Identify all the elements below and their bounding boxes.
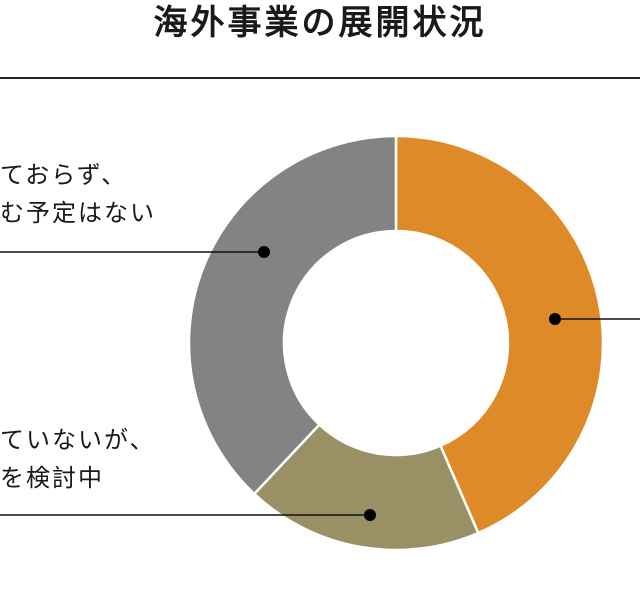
chart-title: 海外事業の展開状況: [153, 3, 487, 43]
leader-considering-dot: [364, 509, 376, 521]
callout-considering-line-1: ていないが、: [0, 426, 156, 454]
leader-overseas-dot: [549, 313, 561, 325]
leader-no-plan-dot: [258, 246, 270, 258]
slice-considering: [252, 422, 480, 552]
callout-no-plan-line-2: む予定はない: [0, 199, 156, 227]
slice-overseas: [394, 134, 605, 535]
callout-no-plan: ておらず、 む予定はない: [0, 156, 156, 232]
callout-no-plan-line-1: ておらず、: [0, 161, 128, 189]
callout-considering: ていないが、 を検討中: [0, 421, 156, 497]
title-divider: [0, 77, 640, 79]
slice-no-plan: [187, 134, 398, 496]
callout-considering-line-2: を検討中: [0, 464, 104, 492]
